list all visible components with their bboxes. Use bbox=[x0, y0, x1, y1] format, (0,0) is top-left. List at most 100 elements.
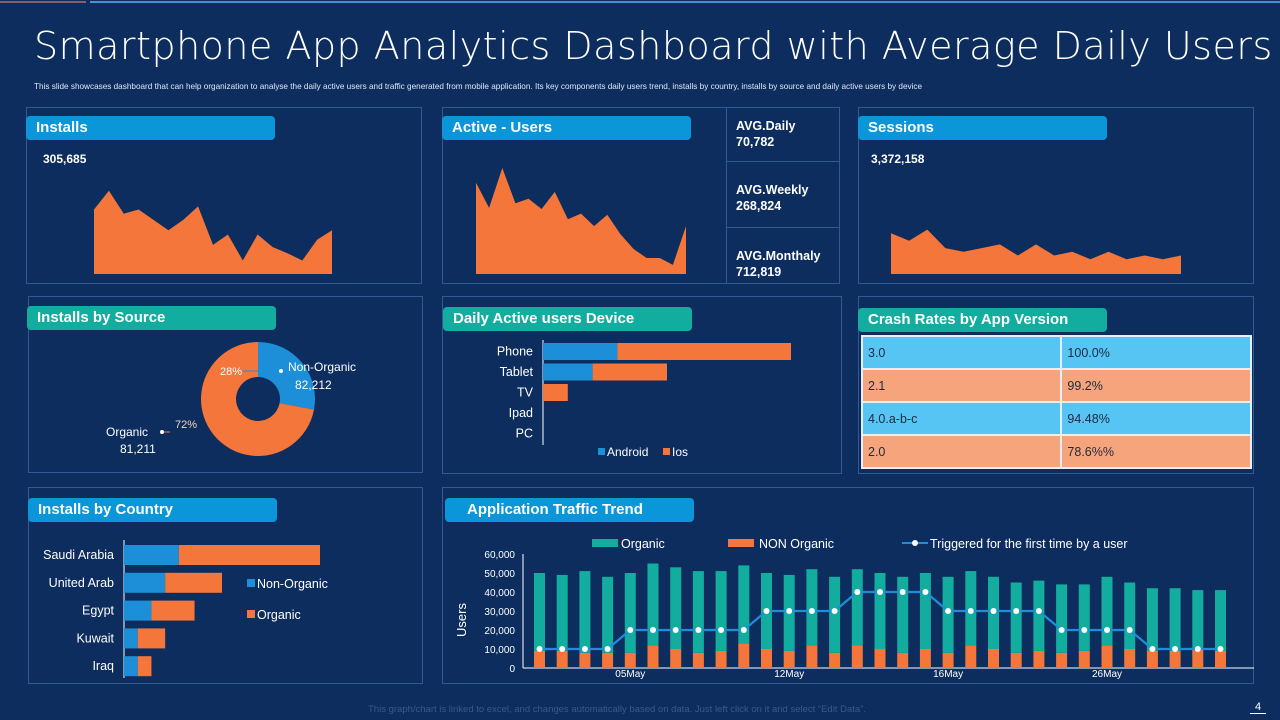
traffic-chart[interactable]: Users 60,000 50,000 40,000 30,000 20,000 10,0… bbox=[442, 530, 1254, 682]
triggered-point[interactable] bbox=[1172, 646, 1179, 652]
bar-non-organic[interactable] bbox=[1146, 650, 1158, 668]
installs-by-source-donut[interactable]: 28% 72% Non-Organic 82,212 Organic 81,21… bbox=[100, 335, 360, 465]
triggered-point[interactable] bbox=[581, 646, 588, 652]
triggered-point[interactable] bbox=[967, 608, 974, 614]
triggered-point[interactable] bbox=[1013, 608, 1020, 614]
bar-non-organic[interactable] bbox=[1192, 649, 1204, 668]
triggered-point[interactable] bbox=[695, 627, 702, 633]
device-bar-chart[interactable]: Phone Tablet TV Ipad PC Android Ios bbox=[442, 335, 842, 470]
triggered-point[interactable] bbox=[1217, 646, 1224, 652]
triggered-point[interactable] bbox=[559, 646, 566, 652]
bar-organic[interactable] bbox=[1146, 588, 1158, 651]
triggered-point[interactable] bbox=[831, 608, 838, 614]
bar-organic[interactable] bbox=[579, 571, 591, 653]
bar-non-organic[interactable] bbox=[534, 650, 545, 668]
bar-non-organic[interactable] bbox=[761, 649, 772, 668]
bar-segment-ios[interactable] bbox=[617, 343, 791, 360]
triggered-point[interactable] bbox=[650, 627, 656, 633]
bar-non-organic[interactable] bbox=[1101, 645, 1113, 668]
bar-organic[interactable] bbox=[670, 567, 682, 649]
bar-segment-organic[interactable] bbox=[151, 600, 195, 621]
bar-organic[interactable] bbox=[715, 571, 727, 651]
bar-organic[interactable] bbox=[1169, 588, 1181, 651]
bar-non-organic[interactable] bbox=[965, 645, 977, 668]
bar-segment-organic[interactable] bbox=[178, 545, 320, 565]
triggered-point[interactable] bbox=[1058, 627, 1065, 633]
bar-non-organic[interactable] bbox=[1010, 652, 1022, 668]
bar-non-organic[interactable] bbox=[579, 652, 591, 668]
bar-segment-ios[interactable] bbox=[592, 363, 667, 381]
triggered-point[interactable] bbox=[1194, 646, 1201, 652]
bar-organic[interactable] bbox=[738, 565, 750, 644]
bar-segment-non-organic[interactable] bbox=[124, 572, 166, 593]
triggered-point[interactable] bbox=[877, 589, 883, 595]
bar-segment-organic[interactable] bbox=[165, 572, 222, 593]
bar-segment-organic[interactable] bbox=[137, 628, 166, 649]
triggered-point[interactable] bbox=[672, 627, 679, 633]
triggered-point[interactable] bbox=[536, 646, 543, 652]
bar-non-organic[interactable] bbox=[806, 645, 818, 668]
bar-segment-non-organic[interactable] bbox=[124, 656, 138, 677]
bar-non-organic[interactable] bbox=[624, 652, 636, 668]
triggered-point[interactable] bbox=[627, 627, 634, 633]
bar-non-organic[interactable] bbox=[1078, 650, 1090, 668]
bar-non-organic[interactable] bbox=[692, 652, 704, 668]
bar-organic[interactable] bbox=[624, 573, 636, 653]
bar-non-organic[interactable] bbox=[670, 649, 682, 668]
bar-non-organic[interactable] bbox=[1169, 650, 1181, 668]
triggered-point[interactable] bbox=[718, 627, 725, 633]
bar-organic[interactable] bbox=[1124, 582, 1136, 650]
triggered-point[interactable] bbox=[604, 646, 611, 652]
triggered-point[interactable] bbox=[922, 589, 929, 595]
bar-organic[interactable] bbox=[602, 576, 614, 653]
table-row[interactable]: 3.0 100.0% bbox=[860, 335, 1252, 370]
triggered-point[interactable] bbox=[740, 627, 747, 633]
installs-by-country-bar-chart[interactable]: Saudi Arabia United Arab Egypt Kuwait Iraq N… bbox=[20, 535, 420, 683]
bar-organic[interactable] bbox=[534, 573, 545, 651]
triggered-point[interactable] bbox=[990, 608, 997, 614]
bar-non-organic[interactable] bbox=[715, 650, 727, 668]
bar-non-organic[interactable] bbox=[783, 650, 795, 668]
sessions-area-chart[interactable] bbox=[891, 200, 1181, 274]
bar-non-organic[interactable] bbox=[1124, 649, 1136, 668]
bar-non-organic[interactable] bbox=[647, 645, 659, 668]
bar-non-organic[interactable] bbox=[988, 649, 999, 668]
bar-non-organic[interactable] bbox=[919, 649, 931, 668]
installs-total[interactable]: 305,685 bbox=[43, 152, 87, 166]
triggered-point[interactable] bbox=[1149, 646, 1156, 652]
bar-organic[interactable] bbox=[874, 573, 886, 649]
bar-segment-ios[interactable] bbox=[543, 384, 568, 401]
bar-organic[interactable] bbox=[647, 563, 659, 646]
triggered-point[interactable] bbox=[1035, 608, 1042, 614]
bar-organic[interactable] bbox=[1192, 590, 1204, 649]
bar-organic[interactable] bbox=[897, 576, 909, 653]
table-row[interactable]: 2.1 99.2% bbox=[860, 368, 1252, 403]
triggered-point[interactable] bbox=[1126, 627, 1133, 633]
bar-non-organic[interactable] bbox=[942, 652, 954, 668]
bar-organic[interactable] bbox=[1078, 584, 1090, 651]
active-users-area-chart[interactable] bbox=[476, 160, 686, 274]
bar-non-organic[interactable] bbox=[602, 652, 614, 668]
bar-organic[interactable] bbox=[1101, 576, 1113, 646]
bar-organic[interactable] bbox=[942, 576, 954, 653]
bar-segment-organic[interactable] bbox=[137, 656, 152, 677]
bar-organic[interactable] bbox=[829, 576, 841, 653]
table-row[interactable]: 2.0 78.6%% bbox=[860, 434, 1252, 469]
bar-non-organic[interactable] bbox=[738, 643, 750, 668]
bar-non-organic[interactable] bbox=[851, 645, 863, 668]
triggered-point[interactable] bbox=[786, 608, 793, 614]
triggered-point[interactable] bbox=[854, 589, 861, 595]
bar-segment-non-organic[interactable] bbox=[124, 600, 152, 621]
bar-segment-android[interactable] bbox=[543, 363, 593, 381]
bar-organic[interactable] bbox=[1033, 580, 1045, 651]
installs-area-chart[interactable] bbox=[94, 170, 332, 274]
bar-segment-android[interactable] bbox=[543, 343, 618, 360]
bar-organic[interactable] bbox=[806, 569, 818, 646]
bar-non-organic[interactable] bbox=[556, 650, 568, 668]
triggered-point[interactable] bbox=[1104, 627, 1110, 633]
bar-segment-non-organic[interactable] bbox=[124, 545, 179, 565]
triggered-point[interactable] bbox=[763, 608, 770, 614]
bar-non-organic[interactable] bbox=[897, 652, 909, 668]
triggered-point[interactable] bbox=[808, 608, 815, 614]
bar-organic[interactable] bbox=[1010, 582, 1022, 653]
